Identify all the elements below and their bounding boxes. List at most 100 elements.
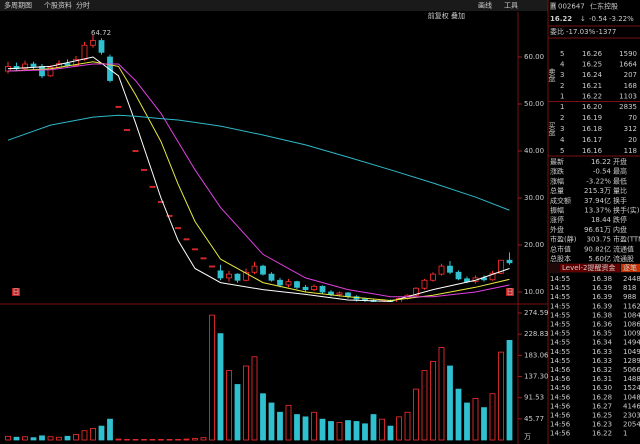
- volume-bar: [328, 421, 334, 441]
- candle-body: [243, 271, 249, 281]
- volume-bar: [166, 439, 173, 441]
- volume-tick-label: 183.06: [524, 351, 549, 359]
- candle-body: [90, 40, 96, 46]
- volume-bar: [345, 420, 351, 441]
- toolbar-button[interactable]: 个股资料: [44, 1, 72, 10]
- stat-label: 流通股: [613, 254, 634, 263]
- candle-body: [328, 291, 334, 295]
- volume-bar: [81, 430, 88, 441]
- trade-volume: 2054: [623, 421, 640, 429]
- stat-value: -0.54: [593, 168, 612, 176]
- candle-body: [455, 271, 462, 280]
- stat-value: -3.22%: [586, 177, 611, 185]
- volume-bar: [5, 435, 11, 441]
- candle-body: [311, 285, 317, 291]
- stat-label: 最新: [550, 157, 564, 166]
- candle-body: [226, 273, 232, 279]
- candle-body: [498, 259, 504, 274]
- ask-volume: 1103: [619, 92, 637, 100]
- volume-bar: [506, 340, 513, 441]
- toolbar-button[interactable]: 多周期图: [4, 1, 32, 10]
- volume-bar: [192, 438, 198, 441]
- candle-body: [115, 105, 122, 108]
- trade-volume: 4146: [623, 402, 640, 410]
- candle-body: [183, 238, 190, 241]
- trade-price: 16.33: [592, 357, 612, 365]
- toolbar-button[interactable]: 画线: [478, 1, 492, 10]
- moving-average: [7, 56, 510, 302]
- stock-name: 仁东控股: [590, 2, 618, 11]
- candle-body: [251, 265, 258, 273]
- last-price: 16.22: [550, 15, 572, 23]
- bid-level: 5: [560, 147, 564, 155]
- candle-body: [430, 273, 436, 281]
- price-tick-label: 60.00: [524, 53, 544, 61]
- volume-bar: [260, 393, 266, 441]
- volume-bar: [336, 422, 343, 441]
- volume-tick-label: 45.77: [524, 415, 544, 423]
- stat-label: 市盈(静): [550, 235, 577, 244]
- stat-label: 开盘: [613, 157, 627, 166]
- candle-body: [489, 272, 496, 281]
- volume-bar: [107, 418, 113, 441]
- ask-price: 16.25: [582, 61, 602, 69]
- tab[interactable]: 逐笔: [623, 263, 637, 272]
- toolbar-button[interactable]: 工具: [504, 2, 518, 10]
- volume-bar: [285, 404, 292, 441]
- trade-volume: 1084: [623, 311, 640, 319]
- tab-active[interactable]: [560, 264, 620, 272]
- candle-body: [124, 129, 130, 132]
- trade-time: 14:56: [550, 393, 571, 401]
- stat-label: 涨幅: [550, 176, 564, 185]
- toolbar-button[interactable]: 分时: [76, 1, 90, 10]
- volume-bar: [175, 439, 181, 441]
- price-tick-label: 50.00: [524, 100, 544, 108]
- candle-body: [158, 201, 164, 204]
- trade-price: 16.22: [592, 430, 612, 438]
- volume-bar: [362, 423, 368, 441]
- volume-bar: [396, 416, 402, 441]
- bid-price: 16.18: [582, 125, 602, 133]
- volume-bar: [455, 388, 462, 441]
- stat-label: 最低: [613, 176, 627, 185]
- ask-volume: 168: [624, 82, 637, 90]
- trade-time: 14:56: [550, 375, 571, 383]
- trade-volume: 1488: [623, 375, 640, 383]
- moving-average: [7, 114, 510, 211]
- bid-level: 3: [560, 125, 564, 133]
- volume-bar: [115, 438, 122, 441]
- volume-bar: [149, 439, 156, 441]
- trade-volume: 1049: [623, 348, 640, 356]
- volume-bar: [481, 407, 487, 441]
- ask-price: 16.22: [582, 92, 602, 100]
- ask-level: 4: [560, 61, 565, 69]
- candle-body: [506, 259, 513, 264]
- stat-value: 303.75: [587, 236, 612, 244]
- volume-bar: [294, 414, 300, 441]
- bid-price: 16.17: [582, 136, 602, 144]
- volume-bar: [277, 411, 283, 441]
- stat-label: 涨跌: [550, 167, 564, 176]
- tab[interactable]: Level-2提醒资金: [562, 263, 615, 272]
- price-tick-label: 10.00: [524, 288, 544, 296]
- ask-volume: 1590: [619, 50, 637, 58]
- stat-label: 总量: [550, 186, 564, 195]
- moving-average: [7, 63, 510, 298]
- volume-bar: [387, 425, 394, 441]
- chart-options[interactable]: 前复权 叠加: [428, 11, 465, 20]
- trade-price: 16.34: [592, 339, 613, 347]
- candle-body: [47, 66, 54, 77]
- trade-time: 14:55: [550, 357, 570, 365]
- stat-label: 跌停: [613, 215, 627, 224]
- stat-label: 成交额: [550, 196, 571, 205]
- stat-label: 涨停: [550, 215, 564, 224]
- tab-inactive[interactable]: [621, 264, 640, 272]
- candle-body: [81, 44, 88, 60]
- candle-body: [166, 214, 173, 217]
- trade-volume: 988: [623, 293, 636, 301]
- ask-label: 卖盘: [548, 68, 556, 82]
- trade-time: 14:56: [550, 421, 571, 429]
- volume-bar: [472, 397, 479, 441]
